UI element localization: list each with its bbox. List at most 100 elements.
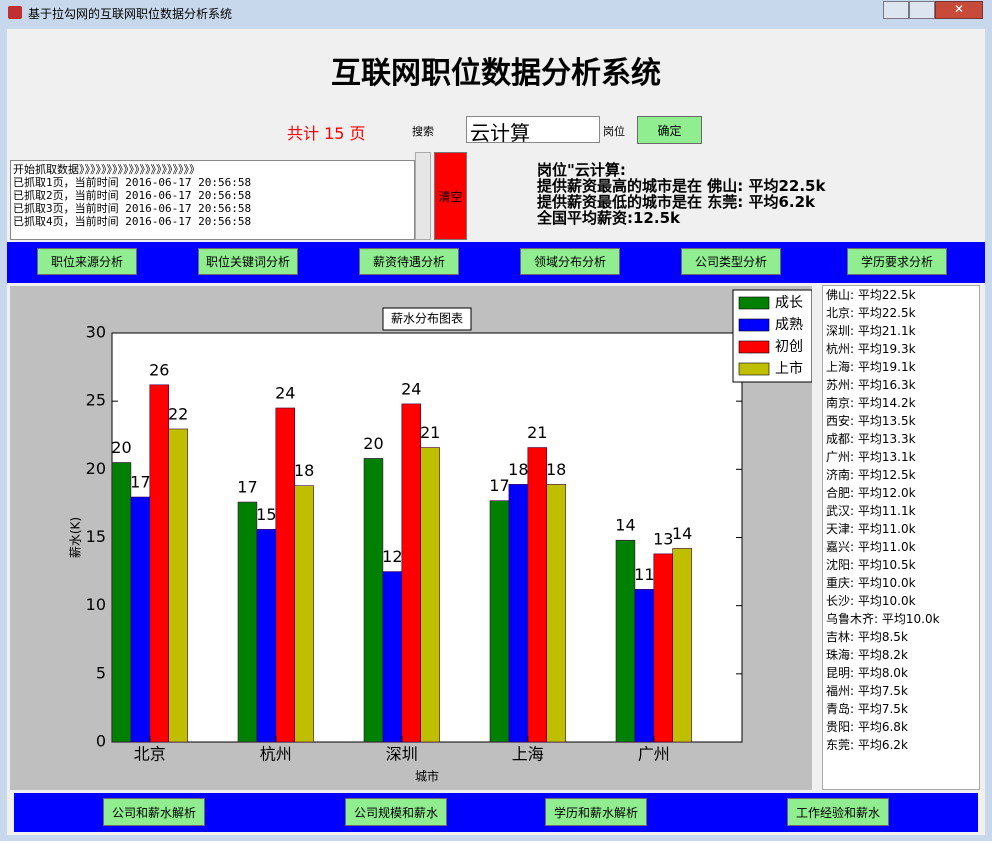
x-tick-label: 深圳 (386, 745, 418, 764)
city-list: 佛山: 平均22.5k 北京: 平均22.5k 深圳: 平均21.1k 杭州: 平均1… (822, 285, 980, 790)
bar (168, 428, 188, 743)
nav-button[interactable]: 职位来源分析 (37, 248, 137, 275)
bottom-bar: 公司和薪水解析 公司规模和薪水 学历和薪水解析 工作经验和薪水 (14, 793, 978, 832)
city-item: 济南: 平均12.5k (826, 468, 916, 482)
nav-button[interactable]: 薪资待遇分析 (359, 248, 459, 275)
value-label: 17 (237, 478, 257, 497)
search-label: 搜索 (412, 125, 434, 138)
city-item: 南京: 平均14.2k (826, 396, 916, 410)
maximize-button[interactable] (909, 1, 935, 19)
result-line: 全国平均薪资:12.5k (537, 209, 680, 227)
position-label: 岗位 (603, 125, 625, 138)
value-label: 22 (168, 404, 188, 423)
city-item: 广州: 平均13.1k (826, 450, 916, 464)
chart: 0 5 10 15 20 25 30 20 17 20 17 14 17 15 12 18 11 26 24 24 21… (10, 286, 812, 790)
bar (508, 484, 529, 743)
value-label: 20 (111, 438, 131, 457)
bottom-button[interactable]: 公司规模和薪水 (345, 798, 447, 826)
city-item: 合肥: 平均12.0k (826, 486, 916, 500)
y-tick-label: 10 (86, 595, 106, 614)
value-label: 15 (256, 505, 276, 524)
log-line: 已抓取2页，当前时间 2016-06-17 20:56:58 (13, 189, 252, 202)
city-item: 成都: 平均13.3k (826, 432, 916, 446)
search-input[interactable]: 云计算 (466, 116, 600, 145)
city-item: 福州: 平均7.5k (826, 684, 908, 698)
bar (401, 403, 421, 743)
value-label: 21 (420, 423, 440, 442)
bar (149, 384, 170, 743)
city-item: 乌鲁木齐: 平均10.0k (826, 612, 940, 626)
y-tick-label: 20 (86, 459, 106, 478)
city-item: 苏州: 平均16.3k (826, 378, 916, 392)
bar (615, 539, 636, 743)
nav-button[interactable]: 领域分布分析 (520, 248, 620, 275)
city-item: 杭州: 平均19.3k (826, 342, 916, 356)
legend-swatch (738, 296, 770, 310)
bottom-button[interactable]: 公司和薪水解析 (103, 798, 205, 826)
y-tick-label: 5 (96, 663, 106, 682)
nav-button[interactable]: 公司类型分析 (681, 248, 781, 275)
nav-bar: 职位来源分析 职位关键词分析 薪资待遇分析 领域分布分析 公司类型分析 学历要求分析 (7, 242, 985, 283)
city-item: 吉林: 平均8.5k (826, 630, 908, 644)
legend-swatch (738, 362, 770, 376)
city-item: 珠海: 平均8.2k (826, 648, 908, 662)
chart-title: 薪水分布图表 (391, 312, 463, 326)
bar (420, 447, 440, 743)
bar (363, 458, 384, 743)
bar (546, 484, 566, 743)
value-label: 12 (382, 547, 402, 566)
x-tick-label: 北京 (134, 745, 166, 764)
bar (527, 447, 547, 743)
minimize-button[interactable] (883, 1, 909, 19)
bottom-button[interactable]: 学历和薪水解析 (545, 798, 647, 826)
city-item: 西安: 平均13.5k (826, 414, 916, 428)
title-bar: 基于拉勾网的互联网职位数据分析系统 ✕ (0, 0, 992, 26)
legend-swatch (738, 318, 770, 332)
value-label: 13 (653, 529, 673, 548)
bottom-button[interactable]: 工作经验和薪水 (787, 798, 889, 826)
bar (275, 407, 295, 743)
result-line: 提供薪资最高的城市是在 佛山: 平均22.5k (537, 177, 826, 195)
scrollbar[interactable] (415, 152, 431, 240)
bar (111, 462, 132, 743)
close-button[interactable]: ✕ (935, 1, 983, 19)
result-line: 岗位"云计算: (537, 161, 626, 179)
city-item: 天津: 平均11.0k (826, 522, 916, 536)
city-item: 昆明: 平均8.0k (826, 666, 908, 680)
page-count: 共计 15 页 (287, 124, 366, 143)
city-item: 东莞: 平均6.2k (826, 738, 908, 752)
value-label: 21 (527, 423, 547, 442)
nav-button[interactable]: 学历要求分析 (847, 248, 947, 275)
bar (672, 548, 692, 743)
value-label: 18 (508, 460, 528, 479)
app-icon (8, 6, 22, 19)
bar (634, 589, 655, 743)
value-label: 24 (275, 383, 295, 402)
value-label: 14 (672, 524, 692, 543)
value-label: 26 (149, 360, 169, 379)
city-item: 嘉兴: 平均11.0k (826, 540, 916, 554)
y-tick-label: 0 (96, 732, 106, 751)
nav-button[interactable]: 职位关键词分析 (198, 248, 298, 275)
legend-swatch (738, 340, 770, 354)
app-title: 互联网职位数据分析系统 (331, 56, 661, 91)
result-text: 岗位"云计算: 提供薪资最高的城市是在 佛山: 平均22.5k 提供薪资最低的城市是… (537, 162, 825, 226)
log-box: 开始抓取数据》》》》》》》》》》》》》》》》》》》》》 已抓取1页，当前时间 20… (10, 160, 415, 240)
legend-label: 上市 (775, 360, 803, 377)
city-item: 贵阳: 平均6.8k (826, 720, 908, 734)
legend-label: 成长 (775, 295, 803, 311)
bar (294, 485, 314, 743)
confirm-button[interactable]: 确定 (637, 116, 702, 144)
y-tick-label: 30 (86, 323, 106, 342)
result-line: 提供薪资最低的城市是在 东莞: 平均6.2k (537, 193, 815, 211)
log-line: 已抓取3页，当前时间 2016-06-17 20:56:58 (13, 202, 252, 215)
window-title: 基于拉勾网的互联网职位数据分析系统 (28, 7, 233, 21)
log-line: 已抓取4页，当前时间 2016-06-17 20:56:58 (13, 215, 252, 228)
value-label: 24 (401, 379, 421, 398)
bar (382, 571, 403, 743)
bar (489, 500, 510, 743)
city-item: 长沙: 平均10.0k (826, 594, 916, 608)
clear-button[interactable]: 清空 (434, 152, 467, 240)
legend-label: 初创 (775, 338, 803, 355)
